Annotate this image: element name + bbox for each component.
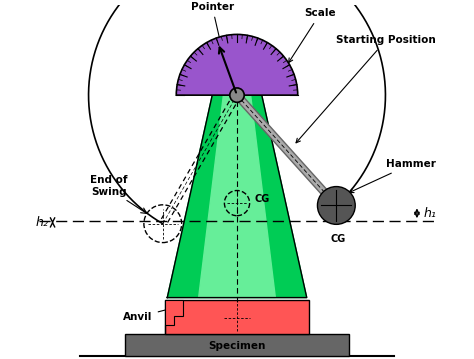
Text: CG: CG (331, 234, 346, 244)
Polygon shape (165, 300, 183, 334)
Text: Starting Position: Starting Position (296, 36, 436, 143)
Polygon shape (167, 95, 307, 298)
Text: h₂: h₂ (35, 216, 48, 229)
Circle shape (318, 187, 355, 224)
Text: Hammer: Hammer (349, 159, 436, 192)
Wedge shape (176, 34, 298, 95)
Text: Specimen: Specimen (208, 341, 266, 351)
Polygon shape (199, 95, 275, 298)
Polygon shape (234, 93, 339, 208)
Text: End of
Swing: End of Swing (90, 175, 128, 197)
Text: h₁: h₁ (424, 207, 437, 220)
Bar (165, 300, 309, 334)
Circle shape (230, 88, 244, 102)
Text: Scale: Scale (289, 8, 336, 62)
Bar (125, 334, 349, 356)
Text: Pointer: Pointer (191, 2, 234, 52)
Text: CG: CG (254, 194, 269, 204)
Text: Anvil: Anvil (123, 307, 174, 322)
